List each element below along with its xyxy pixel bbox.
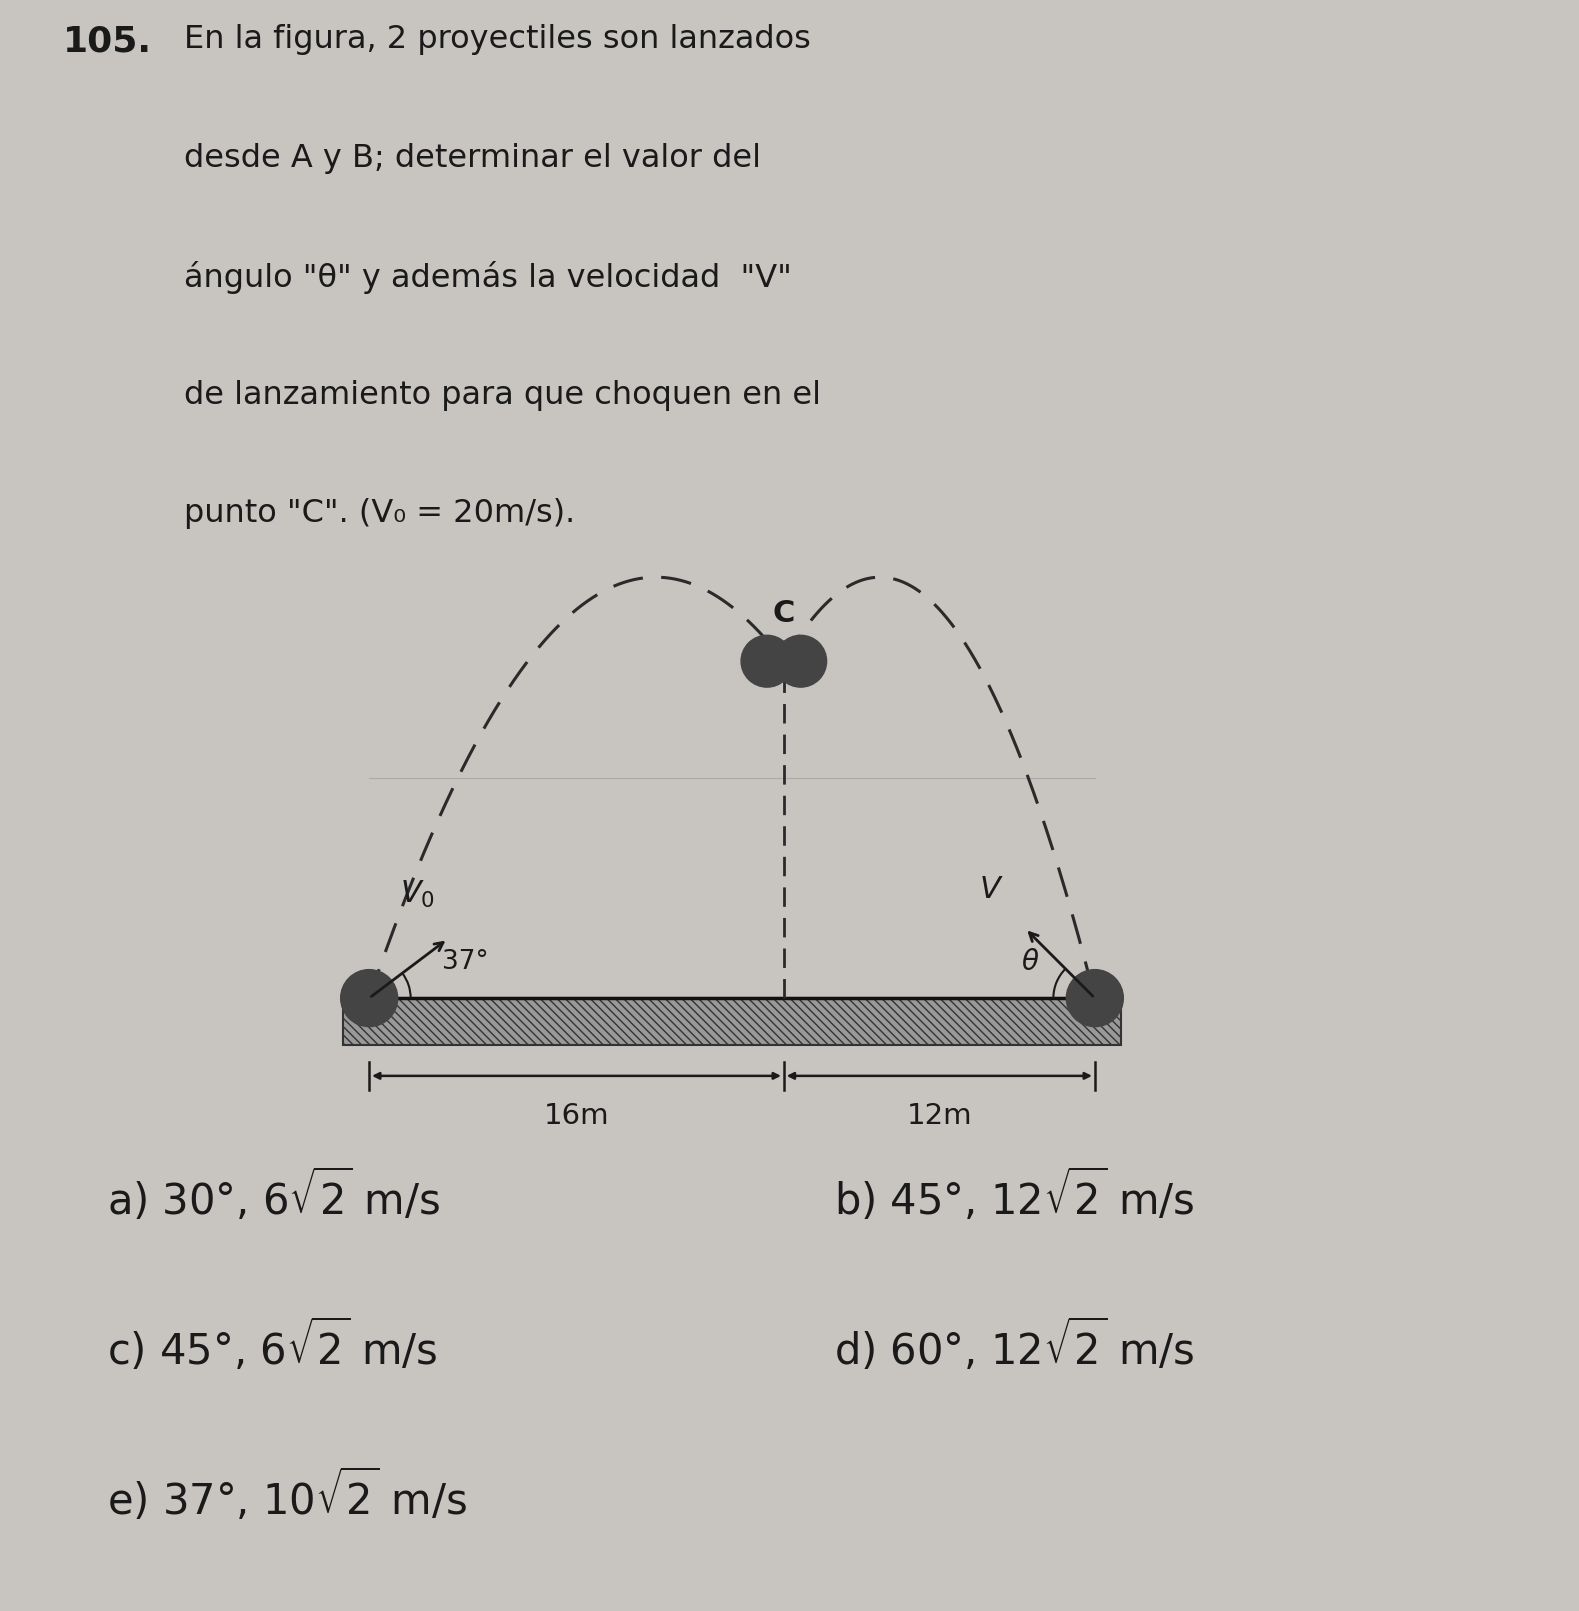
Circle shape (1066, 970, 1123, 1026)
Text: C: C (772, 599, 794, 628)
Text: 105.: 105. (63, 24, 152, 58)
Circle shape (775, 635, 826, 688)
Text: b) 45°, 12$\sqrt{2}$ m/s: b) 45°, 12$\sqrt{2}$ m/s (834, 1166, 1195, 1224)
Text: c) 45°, 6$\sqrt{2}$ m/s: c) 45°, 6$\sqrt{2}$ m/s (107, 1316, 437, 1374)
Text: En la figura, 2 proyectiles son lanzados: En la figura, 2 proyectiles son lanzados (183, 24, 812, 55)
Text: a) 30°, 6$\sqrt{2}$ m/s: a) 30°, 6$\sqrt{2}$ m/s (107, 1166, 441, 1224)
Circle shape (341, 970, 398, 1026)
Text: e) 37°, 10$\sqrt{2}$ m/s: e) 37°, 10$\sqrt{2}$ m/s (107, 1466, 466, 1524)
Text: d) 60°, 12$\sqrt{2}$ m/s: d) 60°, 12$\sqrt{2}$ m/s (834, 1316, 1195, 1374)
Text: 16m: 16m (543, 1102, 609, 1129)
Circle shape (741, 635, 793, 688)
Text: de lanzamiento para que choquen en el: de lanzamiento para que choquen en el (183, 380, 821, 411)
Polygon shape (343, 999, 1121, 1046)
Text: 12m: 12m (906, 1102, 973, 1129)
Text: desde A y B; determinar el valor del: desde A y B; determinar el valor del (183, 143, 761, 174)
Text: 37°: 37° (442, 949, 488, 975)
Text: $V$: $V$ (979, 875, 1004, 904)
Text: punto "C". (V₀ = 20m/s).: punto "C". (V₀ = 20m/s). (183, 498, 575, 530)
Text: ángulo "θ" y además la velocidad  "V": ángulo "θ" y además la velocidad "V" (183, 261, 791, 295)
Text: $V_0$: $V_0$ (401, 880, 436, 910)
Text: θ: θ (1022, 947, 1039, 976)
